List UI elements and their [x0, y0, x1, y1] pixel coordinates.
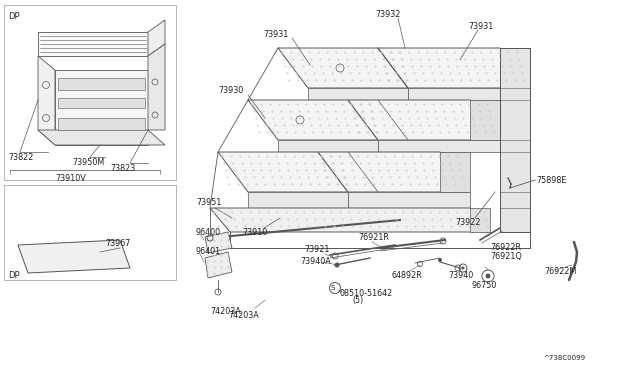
Text: 75898E: 75898E	[536, 176, 566, 185]
Polygon shape	[38, 32, 148, 56]
Circle shape	[438, 258, 442, 262]
Polygon shape	[278, 140, 378, 152]
Text: S: S	[331, 285, 335, 291]
Text: 64892R: 64892R	[392, 272, 423, 280]
Text: 73822: 73822	[8, 153, 33, 161]
Text: 76921R: 76921R	[358, 232, 389, 241]
Text: 74203A: 74203A	[210, 308, 241, 317]
Circle shape	[486, 273, 490, 279]
Polygon shape	[348, 192, 470, 208]
Polygon shape	[205, 232, 232, 253]
Polygon shape	[148, 20, 165, 56]
Polygon shape	[318, 152, 470, 192]
Polygon shape	[38, 130, 165, 145]
Polygon shape	[500, 48, 530, 88]
Polygon shape	[470, 208, 490, 232]
Text: 74203A: 74203A	[228, 311, 259, 321]
Polygon shape	[55, 70, 148, 145]
Polygon shape	[278, 48, 408, 88]
Polygon shape	[440, 152, 470, 192]
Text: 73951: 73951	[196, 198, 221, 206]
Text: 76922M: 76922M	[544, 267, 577, 276]
Text: 96401: 96401	[195, 247, 220, 257]
Text: 73910V: 73910V	[55, 173, 86, 183]
Text: 73910: 73910	[242, 228, 268, 237]
Text: 76921Q: 76921Q	[490, 251, 522, 260]
Text: 73930: 73930	[218, 86, 243, 94]
Polygon shape	[378, 48, 530, 88]
Polygon shape	[210, 208, 490, 232]
Text: 73940A: 73940A	[300, 257, 331, 266]
Circle shape	[461, 266, 465, 269]
Text: 76922R: 76922R	[490, 244, 521, 253]
Polygon shape	[248, 192, 348, 208]
Text: 73921: 73921	[304, 246, 330, 254]
Polygon shape	[205, 252, 232, 278]
Polygon shape	[148, 44, 165, 130]
Polygon shape	[58, 78, 145, 90]
Circle shape	[335, 263, 339, 267]
Polygon shape	[18, 240, 130, 273]
Polygon shape	[308, 88, 408, 100]
Text: 96750: 96750	[472, 280, 497, 289]
Text: 73967: 73967	[105, 240, 131, 248]
Polygon shape	[348, 100, 500, 140]
Text: 73931: 73931	[263, 29, 288, 38]
Text: 08510-51642: 08510-51642	[340, 289, 393, 298]
Text: DP: DP	[8, 12, 20, 20]
Text: 73940: 73940	[448, 270, 473, 279]
Text: 73823: 73823	[110, 164, 135, 173]
Text: ^738C0099: ^738C0099	[543, 355, 585, 361]
Text: DP: DP	[8, 270, 20, 279]
Text: 73932: 73932	[375, 10, 401, 19]
Text: (5): (5)	[352, 295, 364, 305]
Bar	[4, 5, 176, 180]
Polygon shape	[38, 56, 55, 145]
Polygon shape	[500, 48, 530, 232]
Polygon shape	[218, 152, 348, 192]
Text: 73950M: 73950M	[72, 157, 104, 167]
Polygon shape	[408, 88, 530, 100]
Polygon shape	[378, 140, 500, 152]
Polygon shape	[248, 100, 378, 140]
Text: 96400: 96400	[195, 228, 220, 237]
Polygon shape	[470, 100, 500, 140]
Text: 73922: 73922	[455, 218, 481, 227]
Polygon shape	[58, 118, 145, 130]
Text: 73931: 73931	[468, 22, 493, 31]
Polygon shape	[58, 98, 145, 108]
Bar	[4, 185, 176, 280]
